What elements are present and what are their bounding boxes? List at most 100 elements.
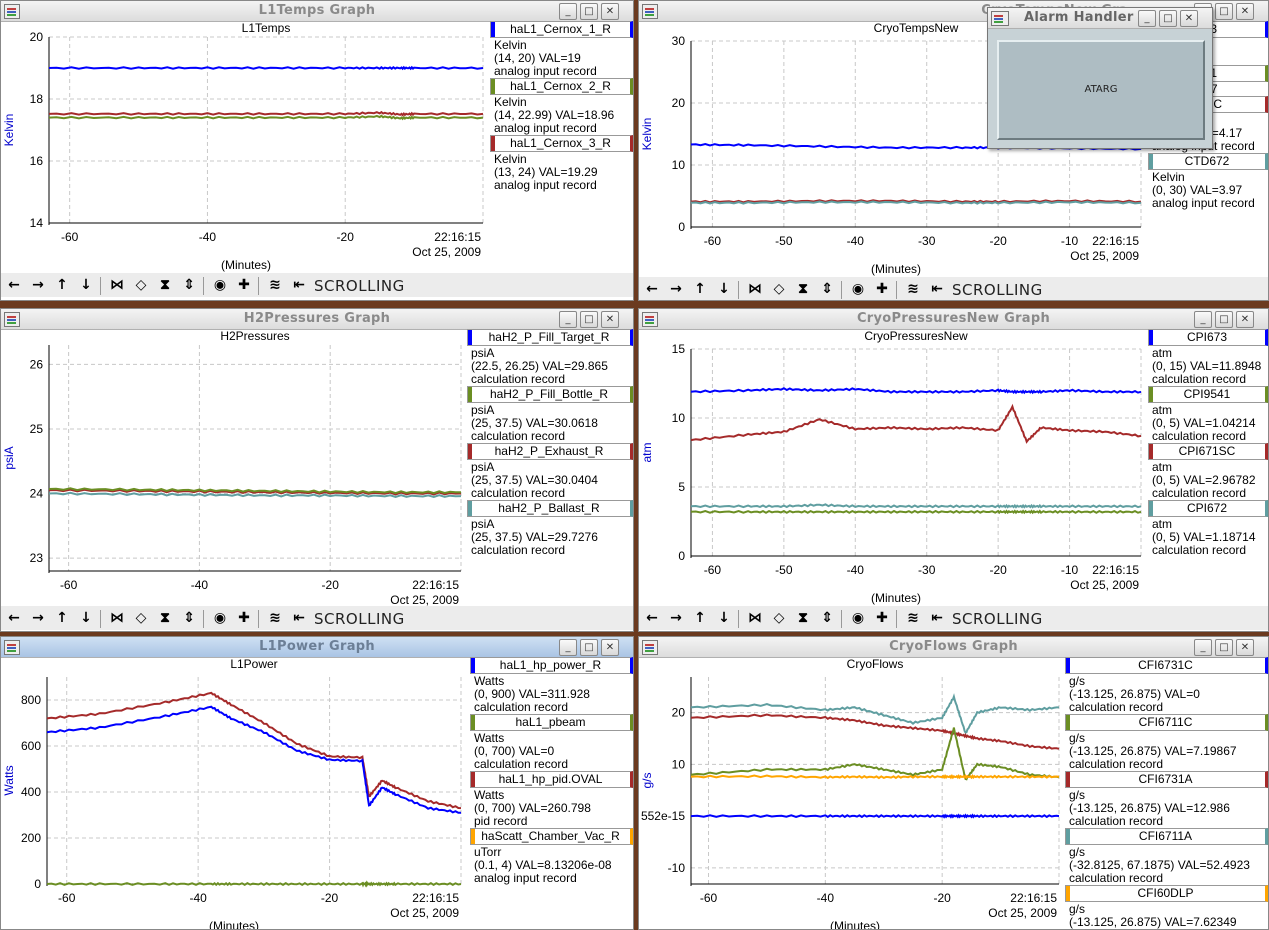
legend-name[interactable]: CFI6711C	[1065, 714, 1268, 731]
scroll-right-icon[interactable]: →	[670, 281, 682, 297]
zoom-in-x-icon[interactable]: ⋈	[748, 610, 762, 626]
minimize-button[interactable]: _	[559, 311, 577, 328]
legend-entry[interactable]: haH2_P_Fill_Bottle_R psiA (25, 37.5) VAL=3…	[467, 386, 633, 443]
legend-entry[interactable]: haH2_P_Fill_Target_R psiA (22.5, 26.25) VA…	[467, 329, 633, 386]
add-trace-icon[interactable]: ✚	[238, 610, 250, 626]
app-menu-icon[interactable]	[4, 640, 20, 655]
zoom-out-x-icon[interactable]: ◇	[773, 610, 785, 626]
close-button[interactable]: ✕	[1236, 3, 1254, 20]
legend-name[interactable]: CPI673	[1148, 329, 1268, 346]
legend-entry[interactable]: haL1_pbeam Watts (0, 700) VAL=0 calculation…	[470, 714, 633, 771]
minimize-button[interactable]: _	[1194, 311, 1212, 328]
legend-name[interactable]: CFI6731C	[1065, 657, 1268, 674]
maximize-button[interactable]: □	[580, 639, 598, 656]
titlebar[interactable]: L1Temps Graph _ □ ✕	[1, 1, 633, 22]
legend-name[interactable]: haL1_Cernox_1_R	[490, 21, 633, 38]
zoom-out-x-icon[interactable]: ◇	[135, 610, 147, 626]
autoscale-icon[interactable]: ≋	[269, 277, 281, 293]
zoom-out-x-icon[interactable]: ◇	[773, 281, 785, 297]
scroll-right-icon[interactable]: →	[32, 277, 44, 293]
legend-entry[interactable]: CPI671SC atm (0, 5) VAL=2.96782 calculation…	[1148, 443, 1268, 500]
maximize-button[interactable]: □	[1215, 639, 1233, 656]
legend-name[interactable]: haL1_hp_pid.OVAL	[470, 771, 633, 788]
print-icon[interactable]: ⇤	[931, 610, 943, 626]
print-icon[interactable]: ⇤	[931, 281, 943, 297]
scroll-down-icon[interactable]: ↓	[80, 610, 92, 626]
legend-entry[interactable]: haScatt_Chamber_Vac_R uTorr (0.1, 4) VAL=8…	[470, 828, 633, 885]
maximize-button[interactable]: □	[1159, 10, 1177, 27]
print-icon[interactable]: ⇤	[293, 277, 305, 293]
zoom-in-y-icon[interactable]: ⧗	[798, 281, 808, 297]
maximize-button[interactable]: □	[1215, 311, 1233, 328]
legend-entry[interactable]: CFI6711A g/s (-32.8125, 67.1875) VAL=52.49…	[1065, 828, 1268, 885]
autoscale-icon[interactable]: ≋	[269, 610, 281, 626]
scroll-up-icon[interactable]: ↑	[694, 281, 706, 297]
zoom-in-y-icon[interactable]: ⧗	[160, 610, 170, 626]
legend-entry[interactable]: haL1_Cernox_2_R Kelvin (14, 22.99) VAL=18.…	[490, 78, 633, 135]
close-button[interactable]: ✕	[1236, 311, 1254, 328]
legend-name[interactable]: CFI6711A	[1065, 828, 1268, 845]
legend-name[interactable]: haL1_Cernox_3_R	[490, 135, 633, 152]
legend-name[interactable]: CFI60DLP	[1065, 885, 1268, 902]
autoscale-icon[interactable]: ≋	[907, 281, 919, 297]
legend-name[interactable]: haH2_P_Fill_Target_R	[467, 329, 633, 346]
legend-entry[interactable]: CPI673 atm (0, 15) VAL=11.8948 calculation …	[1148, 329, 1268, 386]
close-button[interactable]: ✕	[601, 311, 619, 328]
scroll-right-icon[interactable]: →	[32, 610, 44, 626]
legend-entry[interactable]: CFI60DLP g/s (-13.125, 26.875) VAL=7.62349…	[1065, 885, 1268, 929]
minimize-button[interactable]: _	[1194, 639, 1212, 656]
zoom-out-x-icon[interactable]: ◇	[135, 277, 147, 293]
titlebar[interactable]: CryoPressuresNew Graph _ □ ✕	[639, 309, 1268, 330]
app-menu-icon[interactable]	[4, 4, 20, 19]
legend-name[interactable]: CPI672	[1148, 500, 1268, 517]
legend-entry[interactable]: CPI9541 atm (0, 5) VAL=1.04214 calculation …	[1148, 386, 1268, 443]
legend-name[interactable]: haH2_P_Ballast_R	[467, 500, 633, 517]
legend-name[interactable]: haL1_Cernox_2_R	[490, 78, 633, 95]
legend-entry[interactable]: CTD672 Kelvin (0, 30) VAL=3.97 analog input…	[1148, 153, 1268, 210]
legend-entry[interactable]: CPI672 atm (0, 5) VAL=1.18714 calculation r…	[1148, 500, 1268, 557]
titlebar[interactable]: L1Power Graph _ □ ✕	[1, 637, 633, 658]
legend-name[interactable]: haScatt_Chamber_Vac_R	[470, 828, 633, 845]
close-button[interactable]: ✕	[1236, 639, 1254, 656]
scroll-down-icon[interactable]: ↓	[718, 610, 730, 626]
titlebar[interactable]: H2Pressures Graph _ □ ✕	[1, 309, 633, 330]
scroll-up-icon[interactable]: ↑	[56, 277, 68, 293]
titlebar[interactable]: CryoTempsNew Gra _□✕	[639, 1, 1268, 22]
titlebar[interactable]: Alarm Handler _ □ ✕	[988, 8, 1212, 29]
minimize-button[interactable]: _	[559, 3, 577, 20]
zoom-out-y-icon[interactable]: ⇕	[183, 277, 195, 293]
autoscale-icon[interactable]: ≋	[907, 610, 919, 626]
zoom-in-y-icon[interactable]: ⧗	[798, 610, 808, 626]
reset-icon[interactable]: ◉	[213, 610, 227, 626]
app-menu-icon[interactable]	[642, 4, 658, 19]
legend-entry[interactable]: CFI6711C g/s (-13.125, 26.875) VAL=7.19867…	[1065, 714, 1268, 771]
close-button[interactable]: ✕	[601, 639, 619, 656]
app-menu-icon[interactable]	[642, 312, 658, 327]
close-button[interactable]: ✕	[601, 3, 619, 20]
scroll-down-icon[interactable]: ↓	[80, 277, 92, 293]
legend-entry[interactable]: haH2_P_Exhaust_R psiA (25, 37.5) VAL=30.04…	[467, 443, 633, 500]
zoom-in-x-icon[interactable]: ⋈	[110, 610, 124, 626]
minimize-button[interactable]: _	[559, 639, 577, 656]
scroll-up-icon[interactable]: ↑	[694, 610, 706, 626]
reset-icon[interactable]: ◉	[851, 281, 865, 297]
app-menu-icon[interactable]	[642, 640, 658, 655]
zoom-in-x-icon[interactable]: ⋈	[110, 277, 124, 293]
scroll-left-icon[interactable]: ←	[8, 277, 20, 293]
scroll-right-icon[interactable]: →	[670, 610, 682, 626]
maximize-button[interactable]: □	[1215, 3, 1233, 20]
titlebar[interactable]: CryoFlows Graph _ □ ✕	[639, 637, 1268, 658]
scroll-left-icon[interactable]: ←	[646, 610, 658, 626]
reset-icon[interactable]: ◉	[213, 277, 227, 293]
legend-name[interactable]: haH2_P_Exhaust_R	[467, 443, 633, 460]
legend-name[interactable]: CPI9541	[1148, 386, 1268, 403]
print-icon[interactable]: ⇤	[293, 610, 305, 626]
legend-name[interactable]: haL1_hp_power_R	[470, 657, 633, 674]
maximize-button[interactable]: □	[580, 3, 598, 20]
legend-name[interactable]: haL1_pbeam	[470, 714, 633, 731]
zoom-in-y-icon[interactable]: ⧗	[160, 277, 170, 293]
legend-entry[interactable]: haH2_P_Ballast_R psiA (25, 37.5) VAL=29.72…	[467, 500, 633, 557]
close-button[interactable]: ✕	[1180, 10, 1198, 27]
maximize-button[interactable]: □	[580, 311, 598, 328]
minimize-button[interactable]: _	[1138, 10, 1156, 27]
